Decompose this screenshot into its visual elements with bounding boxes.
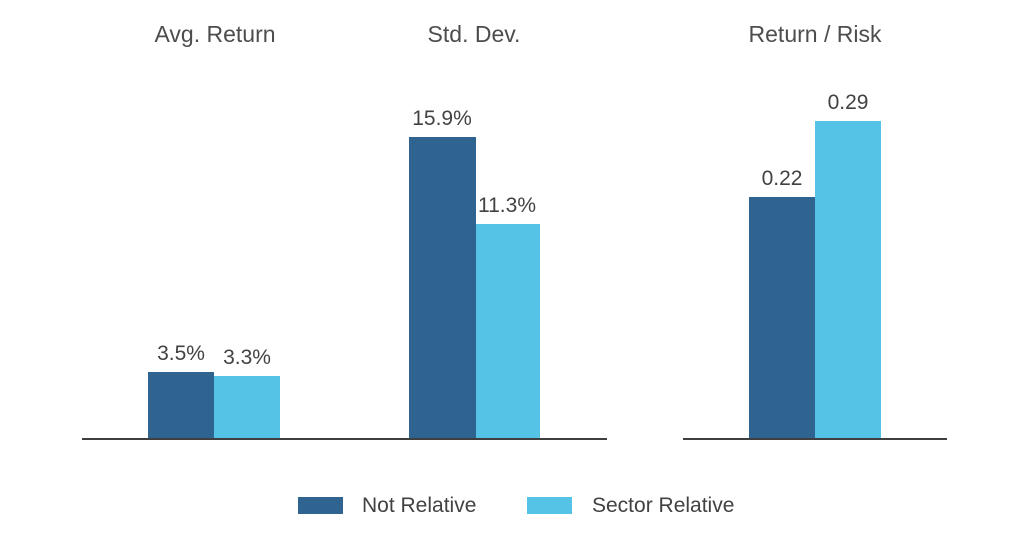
bar-std-dev-sector-relative[interactable] xyxy=(476,224,540,438)
bar-value-label: 11.3% xyxy=(478,194,536,218)
bar-avg-return-not-relative[interactable] xyxy=(148,371,214,438)
panel-title-std-dev: Std. Dev. xyxy=(427,21,521,47)
bar-value-label: 3.3% xyxy=(223,345,271,369)
bar-return-risk-sector-relative[interactable] xyxy=(815,120,881,438)
bar-value-label: 3.5% xyxy=(157,341,205,365)
legend-swatch-sector-relative[interactable] xyxy=(527,497,572,514)
bar-value-label: 0.29 xyxy=(827,90,869,114)
bar-std-dev-not-relative[interactable] xyxy=(409,137,476,438)
bar-avg-return-sector-relative[interactable] xyxy=(214,375,280,438)
legend-label-sector-relative[interactable]: Sector Relative xyxy=(592,494,735,517)
x-axis-line-left xyxy=(82,438,607,440)
legend-label-not-relative[interactable]: Not Relative xyxy=(362,494,477,517)
panel-title-return-risk: Return / Risk xyxy=(748,21,882,47)
bar-value-label: 15.9% xyxy=(412,107,472,130)
x-axis-line-right xyxy=(683,438,947,440)
legend-swatch-not-relative[interactable] xyxy=(298,497,343,514)
bar-value-label: 0.22 xyxy=(761,167,803,191)
panel-title-avg-return: Avg. Return xyxy=(154,21,276,47)
bar-return-risk-not-relative[interactable] xyxy=(749,197,815,438)
